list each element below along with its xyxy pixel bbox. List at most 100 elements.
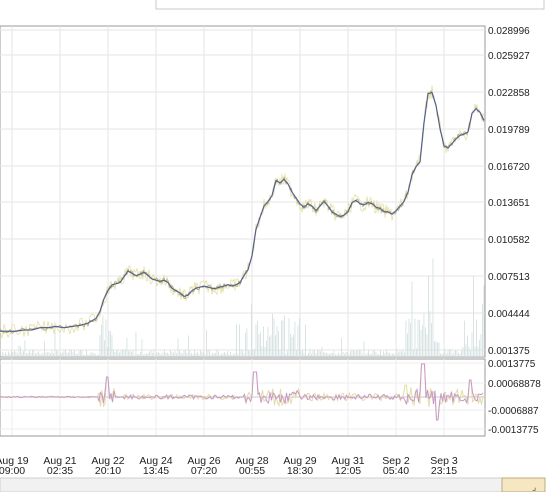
volume-bar [411, 281, 413, 357]
volume-bar [107, 347, 108, 357]
volume-bar [90, 352, 92, 357]
volume-bar [44, 341, 45, 357]
volume-bar [422, 325, 423, 357]
volume-bar [359, 349, 360, 357]
scrollbar-handle[interactable] [501, 477, 546, 492]
volume-bar [38, 351, 39, 357]
volume-bar [182, 353, 183, 357]
y-tick-label: 0.019789 [488, 125, 530, 136]
volume-bar [293, 335, 294, 357]
volume-bar [228, 354, 230, 357]
y-tick-label: 0.013651 [488, 198, 530, 209]
volume-bar [476, 319, 477, 357]
volume-bar [257, 320, 258, 357]
volume-bar [366, 353, 368, 357]
y-tick-label: 0.016720 [488, 162, 530, 173]
volume-bar [11, 351, 12, 357]
volume-bar [47, 352, 48, 357]
y-axis-labels: 0.028996 0.025927 0.022858 0.019789 0.016720… [488, 26, 530, 357]
volume-bar [272, 313, 273, 357]
y-tick-label: 0.022858 [488, 88, 530, 99]
volume-bar [306, 355, 308, 357]
volume-bar [26, 353, 27, 357]
volume-bar [434, 341, 435, 357]
volume-bar [89, 354, 90, 357]
volume-bar [287, 350, 288, 357]
volume-bar [207, 349, 209, 357]
volume-bar [69, 349, 71, 357]
volume-bar [438, 342, 440, 357]
volume-bar [183, 350, 185, 357]
volume-bar [171, 351, 173, 357]
volume-bar [273, 318, 275, 357]
volume-bar [480, 334, 482, 357]
volume-bar [218, 351, 219, 357]
volume-bar [138, 354, 140, 357]
volume-bar [464, 320, 465, 357]
top-input-box[interactable] [155, 0, 545, 10]
volume-bar [252, 350, 254, 357]
y-tick-label: 0.028996 [488, 26, 530, 37]
volume-bar [29, 350, 30, 357]
volume-bar [231, 355, 233, 357]
volume-bar [170, 349, 171, 357]
volume-bar [443, 353, 444, 357]
volume-bar [60, 352, 62, 357]
volume-bar [225, 353, 227, 357]
volume-bar [330, 353, 332, 357]
volume-bar [101, 324, 102, 357]
x-tick-time: 05:40 [383, 465, 409, 477]
volume-bar [113, 349, 114, 357]
volume-bar [386, 349, 387, 357]
volume-bar [174, 350, 176, 357]
oscillator-tick-label: -0.0013775 [488, 425, 539, 436]
volume-bar [356, 350, 357, 357]
volume-bar [383, 351, 384, 357]
volume-bar [99, 335, 101, 357]
volume-bar [185, 349, 186, 357]
volume-bar [177, 338, 179, 357]
volume-bar [158, 352, 159, 357]
volume-bar [168, 354, 170, 357]
volume-bar [3, 354, 5, 357]
volume-bar [50, 353, 51, 357]
bottom-scrollbar[interactable] [0, 477, 546, 492]
volume-bar [288, 318, 290, 357]
volume-bar [408, 318, 410, 357]
x-tick-time: 00:55 [239, 465, 265, 477]
volume-bar [347, 352, 348, 357]
volume-bar [152, 352, 153, 357]
oscillator-lines [0, 363, 484, 421]
volume-bar [186, 352, 188, 357]
volume-bar [120, 350, 122, 357]
volume-bar [431, 323, 432, 357]
volume-bar [146, 353, 147, 357]
volume-bar [278, 330, 279, 357]
x-tick-date: Aug 31 [331, 455, 364, 467]
x-tick-date: Aug 26 [187, 455, 220, 467]
volume-bar [305, 324, 306, 357]
volume-bar [324, 352, 326, 357]
volume-bar [12, 352, 14, 357]
volume-bar [210, 354, 212, 357]
volume-bar [456, 350, 458, 357]
volume-bar [159, 353, 161, 357]
volume-bar [336, 354, 338, 357]
volume-bar [362, 354, 363, 357]
volume-bar [173, 352, 174, 357]
volume-bar [263, 326, 264, 357]
volume-bar [309, 349, 311, 357]
volume-bar [191, 353, 192, 357]
volume-bar [419, 319, 420, 357]
volume-bar [389, 352, 390, 357]
volume-bar [261, 346, 263, 357]
volume-bar [234, 353, 236, 357]
volume-bar [161, 354, 162, 357]
volume-bar [242, 349, 243, 357]
volume-bar [194, 349, 195, 357]
volume-bar [9, 353, 11, 357]
volume-bars [2, 258, 485, 357]
x-tick-date: Aug 19 [0, 455, 29, 467]
volume-bar [426, 334, 428, 357]
volume-bar [35, 353, 36, 357]
